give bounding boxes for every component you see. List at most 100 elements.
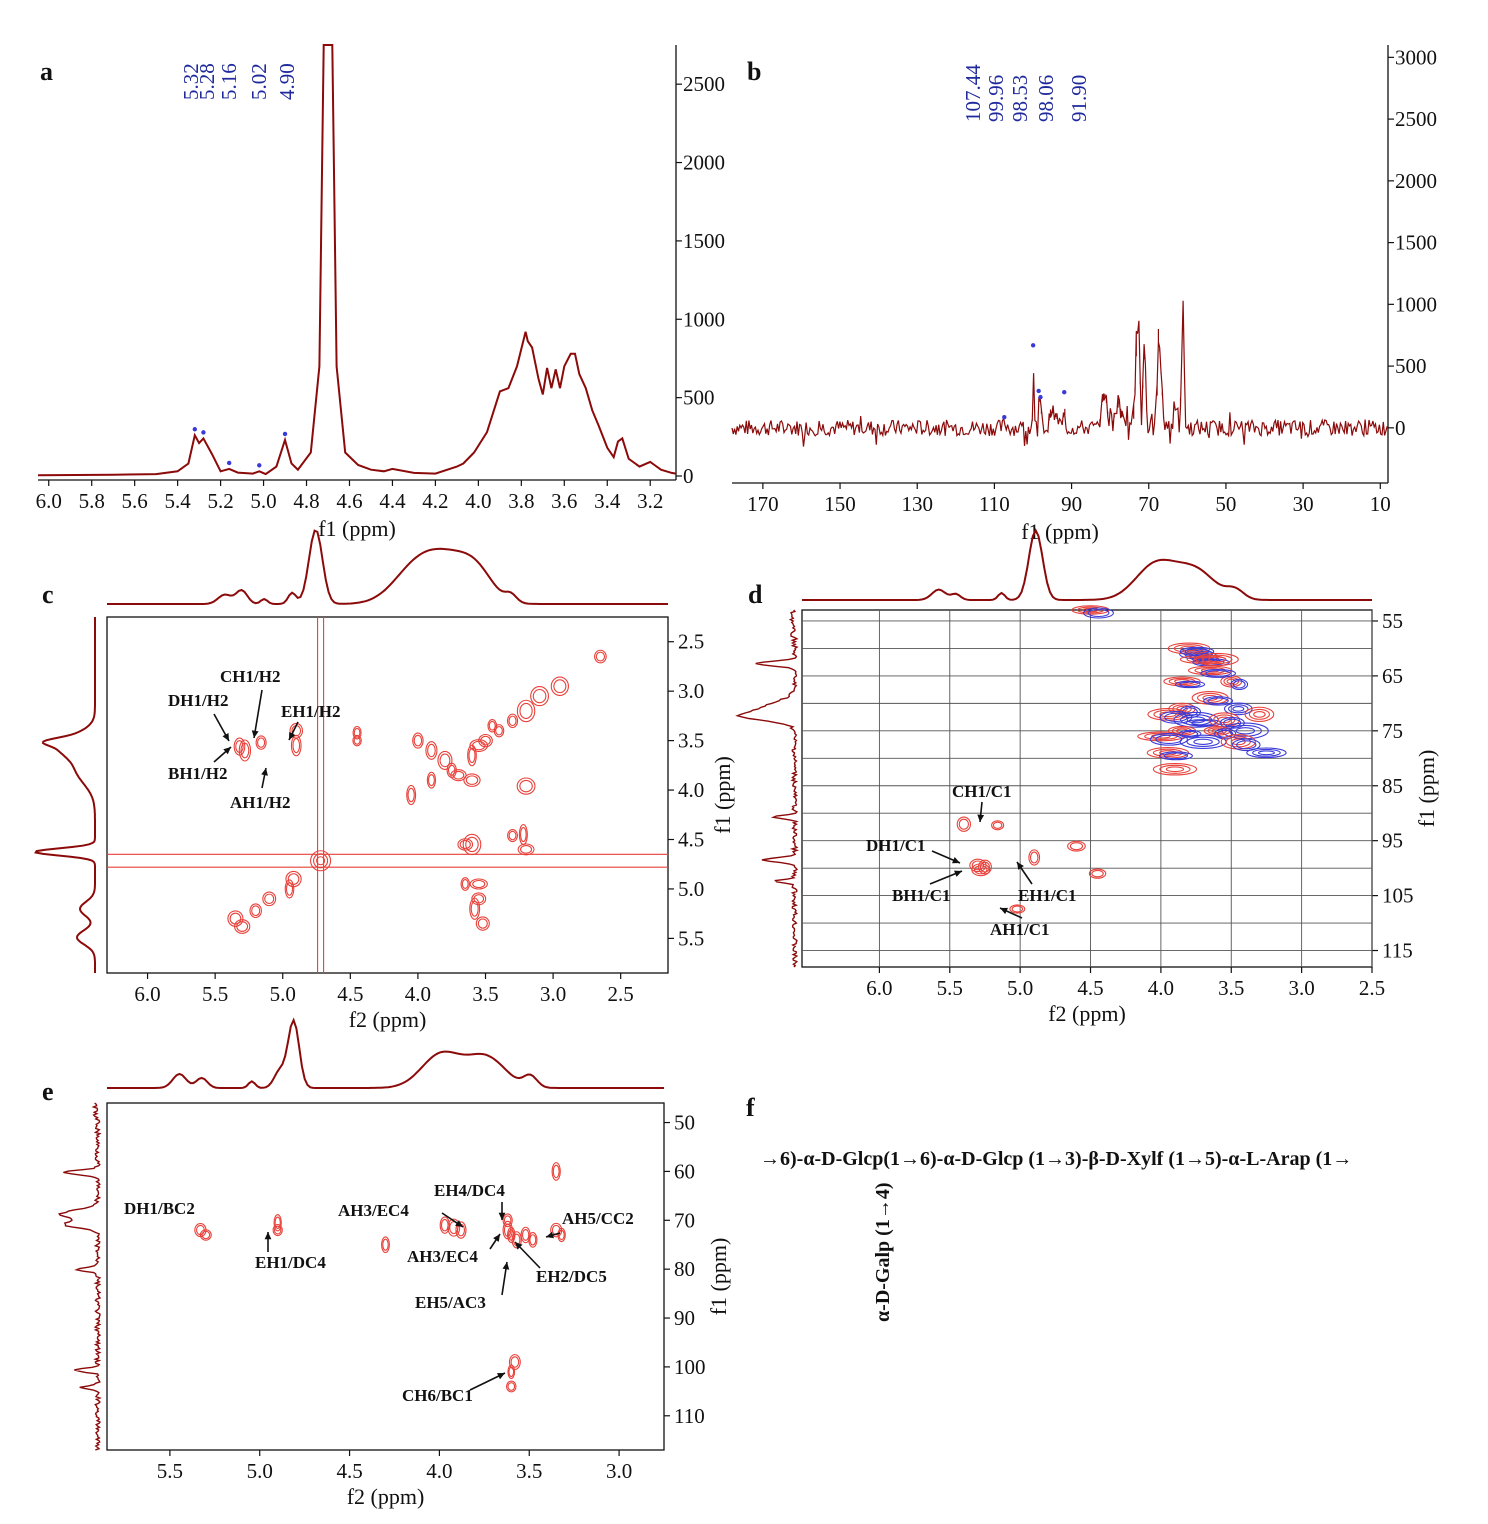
panel-b-label: b <box>747 57 761 86</box>
panel-e-cross-peak <box>502 1213 513 1228</box>
panel-e-annotation-arrowhead <box>493 1234 500 1242</box>
panel-b-peak-label: 91.90 <box>1067 75 1091 122</box>
panel-c-top-projection <box>107 529 668 605</box>
panel-a-x-tick-label: 4.6 <box>336 489 362 513</box>
panel-d-side-projection <box>735 609 800 968</box>
panel-d-cross-peak <box>1163 752 1189 760</box>
panel-e-annotation-label: AH3/EC4 <box>407 1247 478 1266</box>
panel-a-x-tick-label: 5.4 <box>165 489 192 513</box>
panel-c-y-tick-label: 3.5 <box>678 729 704 753</box>
panel-b-x-tick-label: 50 <box>1215 492 1236 516</box>
panel-d-cross-peak <box>1195 652 1239 666</box>
panel-a-peak-marker <box>201 430 206 435</box>
panel-d-cross-peak <box>1235 727 1256 735</box>
panel-c-x-axis-label: f2 (ppm) <box>349 1007 427 1032</box>
panel-d-y-tick-label: 115 <box>1382 939 1413 963</box>
panel-c-x-tick-label: 5.0 <box>270 982 296 1006</box>
panel-a-peak-marker <box>192 427 198 432</box>
panel-b-peak-marker <box>1038 394 1043 400</box>
panel-a-x-tick-label: 5.8 <box>79 489 105 513</box>
panel-d-y-tick-label: 75 <box>1382 719 1403 743</box>
panel-c-cross-peak <box>477 918 488 929</box>
panel-a-x-tick-label: 5.0 <box>250 489 276 513</box>
panel-e-x-tick-label: 4.5 <box>336 1459 362 1483</box>
panel-c-cross-peak <box>236 921 249 932</box>
panel-c-cross-peak <box>532 688 547 704</box>
panel-c-water-contour <box>313 853 329 869</box>
panel-a-peak-label: 4.90 <box>275 63 299 100</box>
panel-b-peak-marker <box>1002 415 1007 420</box>
panel-c-cross-peak <box>520 827 527 843</box>
panel-b-y-tick-label: 2000 <box>1395 169 1437 193</box>
panel-e-x-tick-label: 5.0 <box>247 1459 273 1483</box>
panel-b-y-tick-label: 500 <box>1395 354 1427 378</box>
panel-d-cross-peak <box>1087 608 1110 618</box>
panel-c-cross-peak <box>472 879 486 889</box>
panel-c-cross-peak <box>427 774 435 787</box>
panel-c-cross-peak <box>595 651 606 662</box>
panel-c: c 6.0 5.5 5.0 4.5 4.0 3.5 3.0 2.5 f2 (ppm) 2.5 3.0 3… <box>34 529 735 1032</box>
panel-d-cross-peak <box>1230 678 1249 691</box>
panel-a-x-tick-label: 3.8 <box>508 489 534 513</box>
panel-d-label: d <box>748 580 763 609</box>
panel-c-cross-peak <box>227 910 244 927</box>
panel-b-y-tick-label: 1000 <box>1395 292 1437 316</box>
panel-c-cross-peak <box>469 878 488 890</box>
panel-d-plot-frame <box>801 609 1373 968</box>
panel-b-peak-marker <box>1036 388 1041 394</box>
panel-a-y-tick-label: 1000 <box>683 307 725 331</box>
panel-c-cross-peak <box>488 720 496 731</box>
panel-d-top-projection <box>802 528 1372 601</box>
panel-e-x-tick-label: 3.0 <box>606 1459 632 1483</box>
panel-d-cross-peak <box>1029 851 1039 864</box>
panel-d-cross-peak <box>1194 666 1226 674</box>
panel-c-annotation-label: DH1/H2 <box>168 691 228 710</box>
panel-c-label: c <box>42 580 54 609</box>
panel-b-y-tick-label: 3000 <box>1395 45 1437 69</box>
panel-b-spectrum-line <box>731 300 1388 447</box>
panel-b-y-tick-label: 1500 <box>1395 231 1437 255</box>
panel-c-y-tick-label: 4.5 <box>678 828 704 852</box>
panel-e-top-projection <box>107 1017 664 1089</box>
panel-e-cross-peak <box>507 1364 516 1380</box>
panel-e-annotation-label: DH1/BC2 <box>124 1199 195 1218</box>
panel-c-water-contour <box>316 856 326 866</box>
panel-c-cross-peak <box>287 873 300 885</box>
panel-d-annotation-label: EH1/C1 <box>1018 886 1077 905</box>
panel-c-cross-peak <box>470 900 479 917</box>
panel-e-x-tick-label: 5.5 <box>157 1459 183 1483</box>
panel-c-cross-peak <box>594 649 607 664</box>
panel-d-cross-peak <box>1091 869 1104 878</box>
panel-c-cross-peak <box>462 833 482 856</box>
panel-d-y-tick-label: 105 <box>1382 884 1414 908</box>
panel-c-cross-peak <box>427 743 436 758</box>
panel-e-cross-peak <box>447 1218 461 1237</box>
panel-e-y-tick-label: 110 <box>674 1404 705 1428</box>
panel-c-cross-peak <box>493 724 505 738</box>
panel-c-cross-peak <box>284 879 295 899</box>
panel-d-cross-peak <box>1201 654 1233 665</box>
panel-f: f →6)-α-D-Glcp(1→6)-α-D-Glcp (1→3)-β-D-X… <box>746 1093 1352 1322</box>
panel-c-cross-peak <box>240 742 250 759</box>
panel-c-cross-peak <box>468 747 476 764</box>
panel-b-x-tick-label: 10 <box>1370 492 1391 516</box>
panel-c-cross-peak <box>426 771 437 789</box>
panel-e-cross-peak <box>528 1231 538 1248</box>
panel-c-annotation-arrow <box>253 689 263 739</box>
panel-d-cross-peak <box>1028 849 1041 866</box>
panel-c-cross-peak <box>459 839 471 849</box>
panel-a-x-tick-label: 4.4 <box>379 489 406 513</box>
panel-c-x-tick-label: 6.0 <box>134 982 160 1006</box>
panel-c-cross-peak <box>413 734 423 747</box>
panel-e-cross-peak <box>272 1224 283 1237</box>
panel-d-cross-peak <box>1223 702 1253 716</box>
panel-c-cross-peak <box>465 775 479 786</box>
panel-a-peak-label: 5.32 <box>179 63 203 100</box>
panel-c-cross-peak <box>262 891 277 907</box>
panel-d-cross-peak <box>1159 764 1191 774</box>
panel-c-x-tick-label: 2.5 <box>608 982 634 1006</box>
panel-a: a 6.0 5.8 5.6 5.4 5.2 5.0 4.8 4.6 4.4 4.2 4.0 3.8 3.6… <box>36 44 725 541</box>
panel-e-y-tick-label: 100 <box>674 1355 706 1379</box>
panel-e-cross-peak <box>439 1216 450 1234</box>
panel-d-annotation-label: DH1/C1 <box>866 836 926 855</box>
